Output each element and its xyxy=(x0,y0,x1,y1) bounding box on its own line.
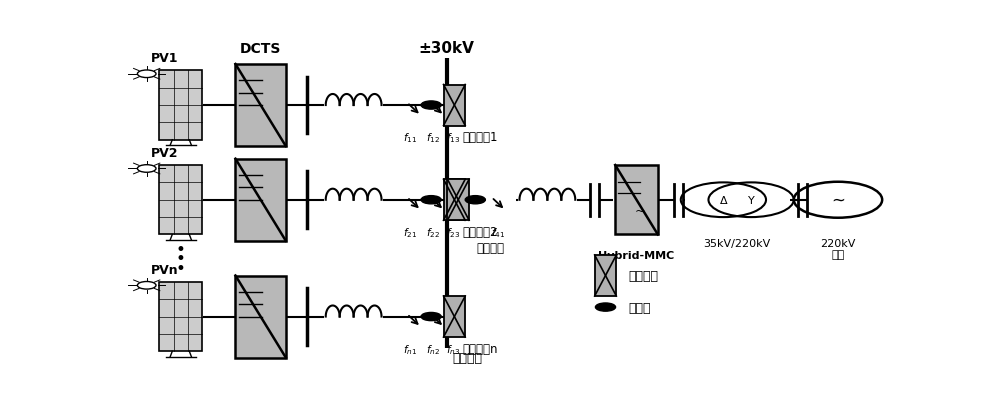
Circle shape xyxy=(421,312,441,321)
Circle shape xyxy=(421,102,441,110)
Text: $f_{13}$: $f_{13}$ xyxy=(446,131,460,145)
Text: 35kV/220kV: 35kV/220kV xyxy=(704,238,771,248)
Bar xyxy=(444,180,465,221)
Text: $f_{n3}$: $f_{n3}$ xyxy=(446,342,460,356)
Text: $f_{11}$: $f_{11}$ xyxy=(403,131,417,145)
Bar xyxy=(235,65,286,147)
Circle shape xyxy=(421,196,441,204)
Text: $f_{n2}$: $f_{n2}$ xyxy=(426,342,440,356)
Text: $f_{n1}$: $f_{n1}$ xyxy=(403,342,417,356)
Text: $f_{21}$: $f_{21}$ xyxy=(403,225,417,239)
Bar xyxy=(595,255,616,296)
Text: PV1: PV1 xyxy=(151,52,179,65)
Bar xyxy=(235,276,286,358)
Text: $f_{22}$: $f_{22}$ xyxy=(426,225,441,239)
Text: $f_{12}$: $f_{12}$ xyxy=(426,131,441,145)
Text: $f_{41}$: $f_{41}$ xyxy=(491,225,506,239)
Text: Δ: Δ xyxy=(720,195,727,205)
Bar xyxy=(447,180,469,221)
Circle shape xyxy=(465,196,485,204)
Text: Hybrid-MMC: Hybrid-MMC xyxy=(598,251,675,261)
Text: PVn: PVn xyxy=(151,263,179,276)
Text: PV2: PV2 xyxy=(151,146,179,159)
Text: ~: ~ xyxy=(831,191,845,209)
Text: $f_{23}$: $f_{23}$ xyxy=(446,225,460,239)
Bar xyxy=(159,71,202,140)
Text: 汇集支路n: 汇集支路n xyxy=(462,342,498,355)
Bar xyxy=(444,296,465,337)
Text: 隔离装置: 隔离装置 xyxy=(629,270,659,282)
Text: 汇集支路2: 汇集支路2 xyxy=(462,225,498,238)
Text: •: • xyxy=(176,240,186,258)
Bar xyxy=(235,159,286,241)
Text: DCTS: DCTS xyxy=(240,41,281,55)
Text: Y: Y xyxy=(748,195,754,205)
Text: 汇集支路1: 汇集支路1 xyxy=(462,131,498,144)
Text: ±30kV: ±30kV xyxy=(419,40,475,55)
Text: •: • xyxy=(176,259,186,277)
Bar xyxy=(444,85,465,126)
Circle shape xyxy=(595,303,616,311)
Text: 220kV
电网: 220kV 电网 xyxy=(820,238,856,260)
Text: 汇流母线: 汇流母线 xyxy=(453,351,483,364)
Text: 量测点: 量测点 xyxy=(629,301,651,314)
Text: •: • xyxy=(176,249,186,267)
Text: ~: ~ xyxy=(635,204,646,217)
Bar xyxy=(159,166,202,235)
Text: 送出支路: 送出支路 xyxy=(477,241,505,254)
Bar xyxy=(615,166,658,235)
Bar xyxy=(159,282,202,351)
